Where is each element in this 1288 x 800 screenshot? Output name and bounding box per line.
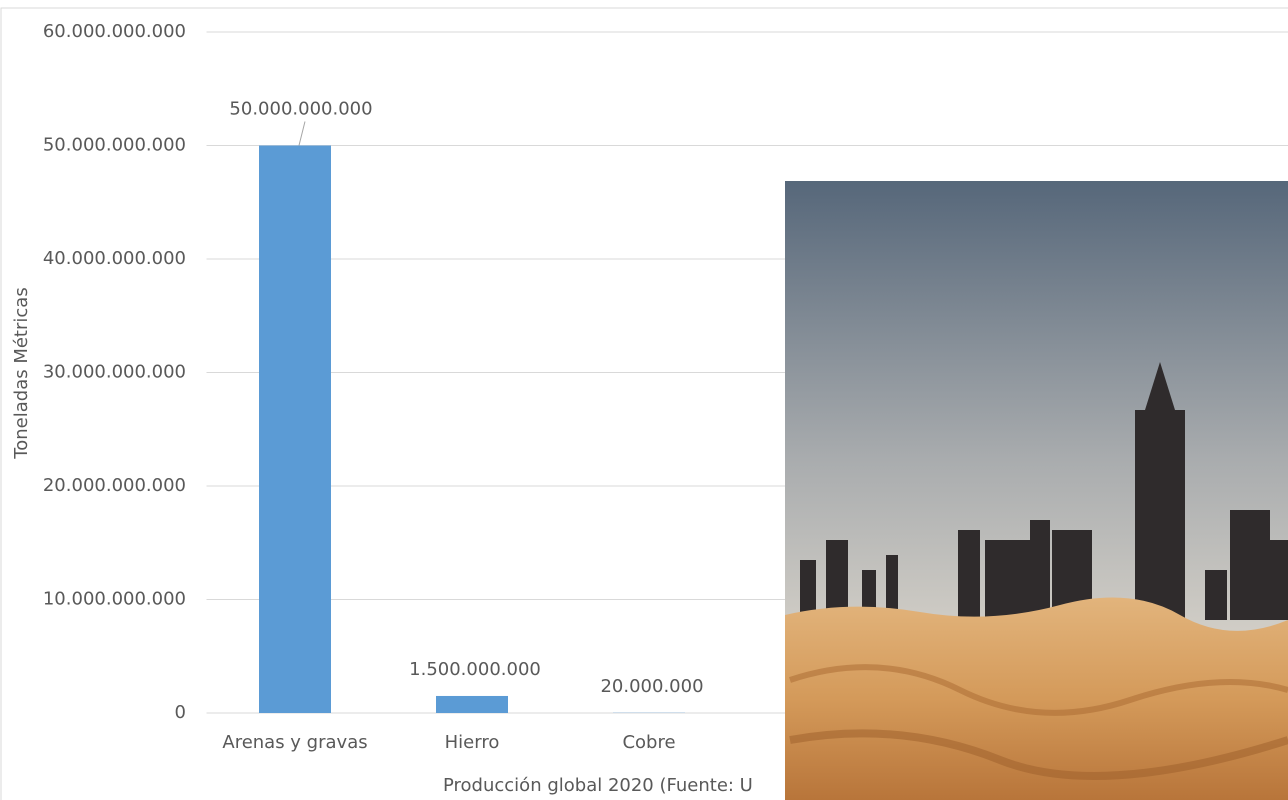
bar: [259, 145, 331, 713]
data-label: 20.000.000: [600, 676, 703, 697]
y-axis-label: Toneladas Métricas: [11, 287, 32, 459]
y-tick-label: 10.000.000.000: [43, 589, 186, 610]
photo-dune-shadow: [789, 664, 1288, 716]
y-tick-label: 0: [175, 702, 186, 723]
photo-skyline: [800, 362, 1288, 620]
y-tick-label: 30.000.000.000: [43, 362, 186, 383]
y-tick-label: 50.000.000.000: [43, 135, 186, 156]
y-tick-label: 40.000.000.000: [43, 248, 186, 269]
chart-border: [0, 7, 1288, 800]
photo: [785, 181, 1288, 800]
data-label: 50.000.000.000: [229, 99, 372, 120]
photo-dune-shadow: [789, 729, 1288, 780]
y-tick-label: 60.000.000.000: [43, 21, 186, 42]
data-label: 1.500.000.000: [409, 659, 541, 680]
leader-line: [298, 121, 306, 146]
x-axis-label: Producción global 2020 (Fuente: U: [443, 775, 753, 796]
bar: [436, 695, 508, 713]
x-tick-label: Arenas y gravas: [222, 732, 367, 753]
x-tick-label: Hierro: [445, 732, 500, 753]
photo-dunes: [785, 597, 1288, 800]
y-tick-label: 20.000.000.000: [43, 475, 186, 496]
x-tick-label: Cobre: [622, 732, 675, 753]
